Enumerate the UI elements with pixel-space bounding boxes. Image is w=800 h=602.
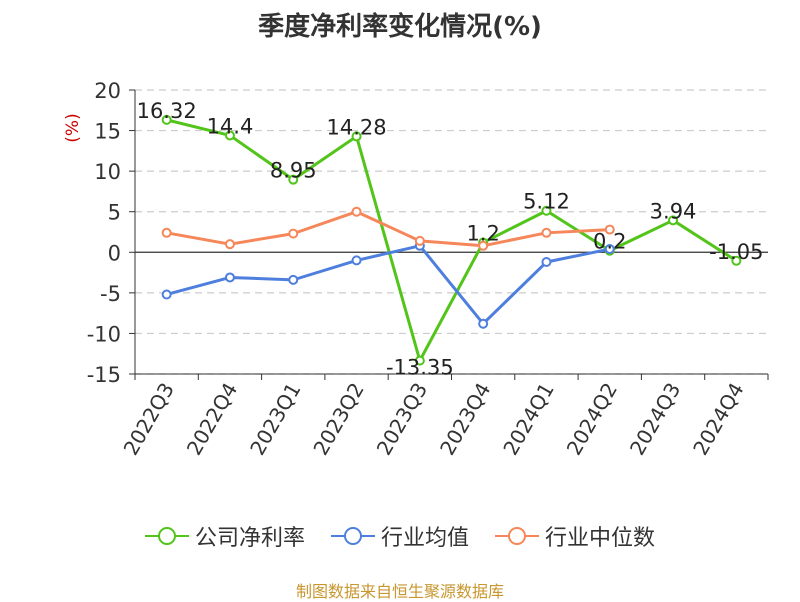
x-tick-label: 2023Q1 — [245, 379, 305, 460]
data-point — [161, 289, 172, 300]
x-tick-label: 2023Q4 — [435, 379, 495, 460]
data-point — [224, 130, 235, 141]
data-point — [161, 227, 172, 238]
x-tick-label: 2024Q2 — [562, 379, 622, 460]
y-tick-label: -10 — [87, 322, 121, 346]
series-line — [166, 210, 610, 248]
data-point — [351, 255, 362, 266]
data-point — [224, 239, 235, 250]
chart-title: 季度净利率变化情况(%) — [258, 12, 542, 42]
x-tick-label: 2024Q3 — [625, 379, 685, 460]
data-label: 14.4 — [207, 114, 254, 138]
legend-label: 公司净利率 — [194, 526, 305, 551]
data-label: 0.2 — [593, 230, 626, 254]
y-tick-label: 20 — [94, 79, 121, 103]
legend-swatch-marker — [508, 527, 526, 545]
data-point — [478, 318, 489, 329]
x-tick-label: 2023Q3 — [372, 379, 432, 460]
series-line — [166, 118, 738, 363]
y-tick-label: 5 — [108, 201, 121, 225]
data-point — [604, 224, 615, 235]
legend-item[interactable]: 行业均值 — [330, 520, 469, 552]
source-note: 制图数据来自恒生聚源数据库 — [295, 582, 504, 601]
legend-swatch-icon — [330, 527, 375, 545]
data-label: -13.35 — [386, 356, 454, 380]
y-tick-label: 0 — [108, 241, 121, 265]
y-tick-label: 15 — [94, 120, 121, 144]
series-line — [166, 244, 611, 326]
data-point — [288, 228, 299, 239]
data-label: 1.2 — [466, 222, 499, 246]
data-point — [351, 131, 362, 142]
y-tick-label: -15 — [87, 363, 121, 387]
data-point — [541, 227, 552, 238]
legend-item[interactable]: 公司净利率 — [144, 520, 305, 552]
y-tick-label: 10 — [94, 160, 121, 184]
data-label: -1.05 — [709, 240, 763, 264]
data-label: 3.94 — [650, 199, 697, 223]
data-point — [604, 244, 615, 255]
data-point — [224, 272, 235, 283]
data-label: 5.12 — [523, 190, 570, 214]
legend-item[interactable]: 行业中位数 — [495, 520, 655, 552]
data-point — [414, 355, 425, 366]
x-tick-label: 2022Q3 — [119, 379, 179, 460]
legend-swatch-marker — [157, 527, 176, 545]
x-tick-label: 2024Q1 — [498, 379, 558, 460]
data-point — [351, 206, 362, 217]
data-point — [541, 205, 552, 216]
data-point — [668, 215, 679, 226]
x-tick-label: 2022Q4 — [182, 379, 242, 460]
data-point — [161, 114, 172, 125]
legend-swatch-marker — [343, 527, 362, 545]
data-point — [414, 235, 425, 246]
legend-label: 行业中位数 — [545, 526, 656, 551]
data-point — [288, 274, 299, 285]
legend-swatch-icon — [144, 527, 189, 545]
data-point — [541, 257, 552, 268]
x-tick-label: 2023Q2 — [308, 379, 368, 460]
data-point — [731, 255, 742, 266]
legend-swatch-icon — [495, 527, 539, 545]
data-point — [478, 240, 489, 251]
data-label: 8.95 — [270, 159, 317, 183]
series-1 — [161, 240, 615, 329]
y-axis-label: (%) — [63, 113, 83, 142]
y-tick-label: -5 — [100, 282, 121, 306]
data-point — [288, 174, 299, 185]
x-tick-label: 2024Q4 — [688, 379, 748, 460]
legend-label: 行业均值 — [380, 526, 469, 551]
series-2 — [161, 206, 615, 251]
legend: 公司净利率 行业均值 行业中位数 — [0, 520, 800, 552]
data-label: 14.28 — [326, 115, 386, 139]
data-label: 16.32 — [137, 99, 197, 123]
